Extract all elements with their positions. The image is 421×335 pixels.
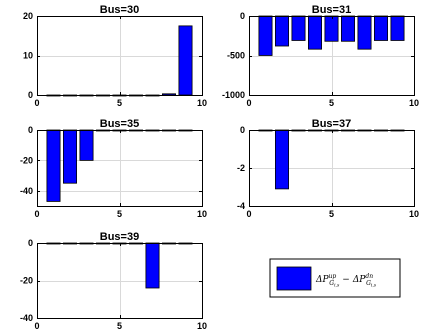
y-tick-label: 0 — [240, 11, 245, 21]
bar — [291, 15, 306, 41]
legend-term-1: ΔP — [315, 275, 329, 285]
x-tick-label: 10 — [197, 209, 207, 219]
x-tick-label: 5 — [329, 209, 334, 219]
y-tick-label: 0 — [28, 125, 33, 135]
legend-sub-1: G — [329, 280, 334, 287]
x-tick-label: 10 — [197, 98, 207, 108]
bar — [274, 15, 289, 47]
x-tick-label: 10 — [197, 321, 207, 331]
y-tick-label: -20 — [20, 155, 33, 165]
legend-minus: − — [342, 275, 350, 285]
bar — [258, 15, 273, 56]
legend-sup-2: dn — [365, 273, 373, 280]
legend-sup-1: up — [329, 273, 337, 280]
subplot-title: Bus=37 — [312, 118, 351, 130]
y-tick-label: 20 — [23, 11, 33, 21]
x-tick-label: 0 — [246, 98, 251, 108]
bar — [79, 129, 94, 161]
legend: ΔPup Gi,s− ΔPdn Gi,s — [269, 258, 401, 298]
bar — [46, 129, 61, 202]
legend-label: ΔPup Gi,s− ΔPdn Gi,s — [315, 273, 377, 289]
bar — [307, 15, 322, 50]
bar — [161, 93, 176, 96]
x-tick-label: 5 — [329, 98, 334, 108]
subplot-5: 0 5 10 -40 -20 0 Bus=39 — [20, 231, 207, 331]
y-tick-label: 0 — [240, 125, 245, 135]
x-tick-label: 0 — [34, 209, 39, 219]
legend-sub-2: G — [366, 280, 371, 287]
y-tick-label: 0 — [28, 90, 33, 100]
x-tick-label: 0 — [34, 321, 39, 331]
bar — [390, 15, 405, 41]
y-tick-label: 0 — [28, 238, 33, 248]
bar — [145, 242, 160, 289]
bar — [357, 15, 372, 50]
y-tick-label: -500 — [227, 51, 245, 61]
legend-subsub-2: i,s — [371, 283, 377, 289]
x-tick-label: 5 — [117, 321, 122, 331]
bar — [340, 15, 355, 42]
x-tick-label: 5 — [117, 98, 122, 108]
legend-subsub-1: i,s — [334, 283, 340, 289]
x-tick-label: 0 — [246, 209, 251, 219]
bar — [274, 129, 289, 190]
y-tick-label: -20 — [20, 276, 33, 286]
subplot-title: Bus=30 — [100, 4, 139, 16]
y-tick-label: -40 — [20, 186, 33, 196]
y-tick-label: -4 — [237, 201, 245, 211]
subplot-3: 0 5 10 -40 -20 0 Bus=35 — [20, 118, 207, 219]
legend-term-2: ΔP — [352, 275, 366, 285]
y-tick-label: 10 — [23, 51, 33, 61]
subplot-4: 0 5 10 -4 -2 0 Bus=37 — [237, 118, 419, 219]
x-tick-label: 0 — [34, 98, 39, 108]
x-tick-label: 5 — [117, 209, 122, 219]
subplot-title: Bus=39 — [100, 231, 139, 243]
x-tick-label: 10 — [409, 209, 419, 219]
bar — [63, 129, 78, 184]
subplot-2: 0 5 10 -1000 -500 0 Bus=31 — [222, 4, 419, 108]
legend-swatch — [276, 266, 312, 291]
y-tick-label: -1000 — [222, 90, 245, 100]
subplot-1: 0 5 10 0 10 20 Bus=30 — [23, 4, 207, 108]
y-tick-label: -2 — [237, 163, 245, 173]
subplot-grid: 0 5 10 0 10 20 Bus=30 0 5 10 -1000 -500 0 Bus=31 0 5 10 -… — [20, 4, 419, 331]
x-tick-label: 10 — [409, 98, 419, 108]
subplot-title: Bus=31 — [312, 4, 351, 16]
y-tick-label: -40 — [20, 313, 33, 323]
bar — [324, 15, 339, 42]
bar — [178, 25, 193, 96]
subplot-title: Bus=35 — [100, 118, 139, 130]
bar — [373, 15, 388, 41]
